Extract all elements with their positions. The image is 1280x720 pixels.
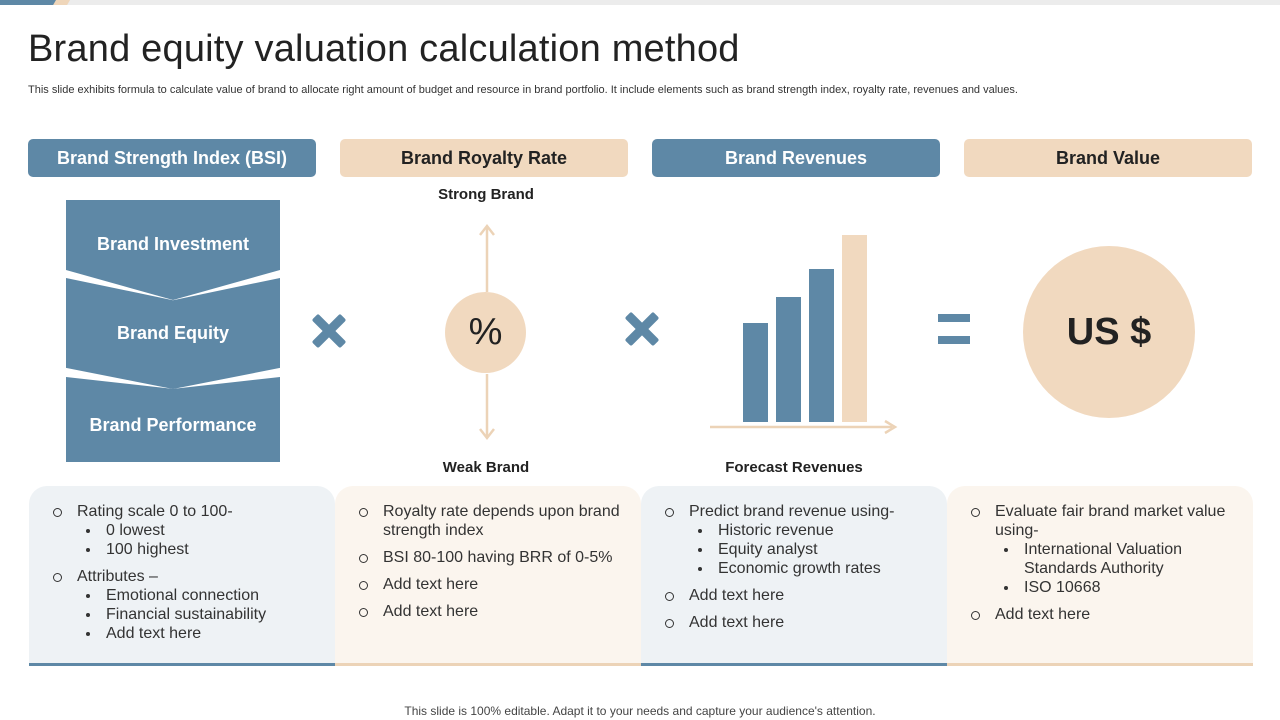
list-item: Add text here: [357, 575, 627, 594]
revenue-bar-3: [809, 269, 834, 422]
times-icon: [622, 309, 662, 349]
sub-list-item: Add text here: [77, 624, 321, 643]
dollar-icon: US $: [1023, 246, 1195, 418]
list-item: Add text here: [357, 602, 627, 621]
chevron-label: Brand Investment: [96, 233, 250, 254]
times-icon: [309, 311, 349, 351]
list-item: BSI 80-100 having BRR of 0-5%: [357, 548, 627, 567]
card-bsi: Rating scale 0 to 100- 0 lowest 100 high…: [29, 486, 335, 666]
percent-icon: %: [445, 292, 526, 373]
strong-brand-label: Strong Brand: [438, 186, 534, 203]
slide-title: Brand equity valuation calculation metho…: [28, 28, 740, 70]
sub-list-item: Financial sustainability: [77, 605, 321, 624]
chevron-label: Brand Performance: [89, 415, 257, 435]
chevron-brand-performance: Brand Performance: [66, 377, 280, 462]
percent-symbol: %: [468, 311, 503, 353]
top-bar-accent: [0, 0, 56, 5]
royalty-scale-arrow: [479, 223, 495, 441]
sub-list-item: ISO 10668: [995, 578, 1239, 597]
revenue-axis-arrowhead: [884, 419, 898, 435]
list-item: Evaluate fair brand market value using- …: [969, 502, 1239, 597]
sub-list-item: Economic growth rates: [689, 559, 933, 578]
equals-icon: [938, 314, 970, 344]
list-item: Royalty rate depends upon brand strength…: [357, 502, 627, 540]
revenue-bar-1: [743, 323, 768, 422]
footer-note: This slide is 100% editable. Adapt it to…: [404, 704, 876, 718]
top-bar: [0, 0, 1280, 5]
card-revenues: Predict brand revenue using- Historic re…: [641, 486, 947, 666]
chevron-label: Brand Equity: [116, 323, 229, 343]
value-symbol: US $: [1066, 310, 1152, 353]
list-item: Rating scale 0 to 100- 0 lowest 100 high…: [51, 502, 321, 559]
top-bar-accent-slant: [53, 0, 70, 5]
card-royalty: Royalty rate depends upon brand strength…: [335, 486, 641, 666]
list-item: Add text here: [969, 605, 1239, 624]
list-item: Add text here: [663, 613, 933, 632]
sub-list-item: Equity analyst: [689, 540, 933, 559]
header-brand-strength-index: Brand Strength Index (BSI): [28, 139, 316, 177]
list-item: Add text here: [663, 586, 933, 605]
sub-list-item: Historic revenue: [689, 521, 933, 540]
weak-brand-label: Weak Brand: [442, 459, 530, 476]
list-item: Predict brand revenue using- Historic re…: [663, 502, 933, 578]
forecast-revenues-label: Forecast Revenues: [725, 459, 863, 476]
card-value: Evaluate fair brand market value using- …: [947, 486, 1253, 666]
header-brand-revenues: Brand Revenues: [652, 139, 940, 177]
header-brand-royalty-rate: Brand Royalty Rate: [340, 139, 628, 177]
sub-list-item: Emotional connection: [77, 586, 321, 605]
sub-list-item: 0 lowest: [77, 521, 321, 540]
header-brand-value: Brand Value: [964, 139, 1252, 177]
revenue-bar-4: [842, 235, 867, 422]
revenue-bars-graphic: [710, 235, 898, 435]
sub-list-item: 100 highest: [77, 540, 321, 559]
sub-list-item: International Valuation Standards Author…: [995, 540, 1239, 578]
list-item: Attributes – Emotional connection Financ…: [51, 567, 321, 643]
slide-subtitle: This slide exhibits formula to calculate…: [28, 84, 1018, 96]
revenue-bar-2: [776, 297, 801, 422]
